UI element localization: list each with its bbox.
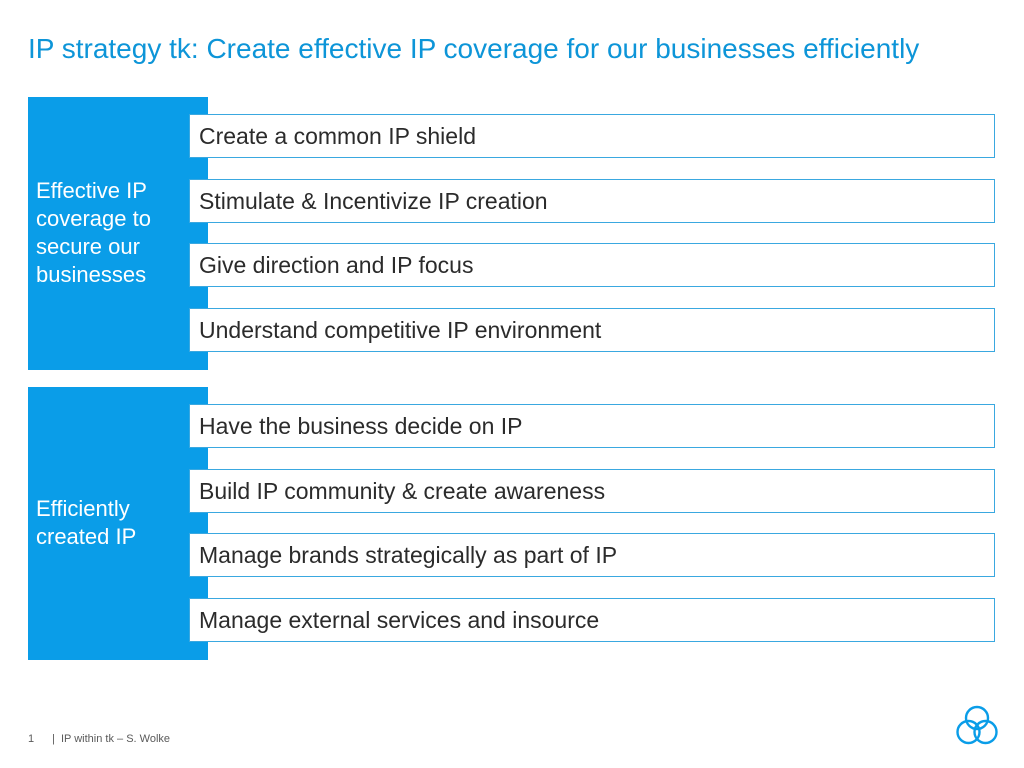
strategy-item: Give direction and IP focus (189, 243, 995, 287)
section-block-effective-coverage: Effective IP coverage to secure our busi… (28, 97, 208, 370)
strategy-item: Understand competitive IP environment (189, 308, 995, 352)
section-block-efficiently-created: Efficiently created IP (28, 387, 208, 660)
section-label: Effective IP coverage to secure our busi… (36, 178, 151, 287)
footer: 1 | IP within tk – S. Wolke (28, 731, 170, 747)
strategy-item: Build IP community & create awareness (189, 469, 995, 513)
section-label: Efficiently created IP (36, 496, 137, 549)
strategy-item: Create a common IP shield (189, 114, 995, 158)
page-number: 1 (28, 733, 35, 745)
strategy-item: Manage brands strategically as part of I… (189, 533, 995, 577)
footer-separator: | (52, 733, 55, 745)
footer-text: IP within tk – S. Wolke (60, 733, 171, 745)
thyssenkrupp-logo-icon (956, 705, 998, 745)
strategy-item: Manage external services and insource (189, 598, 995, 642)
strategy-item: Stimulate & Incentivize IP creation (189, 179, 995, 223)
page-title: IP strategy tk: Create effective IP cove… (28, 33, 920, 64)
strategy-item: Have the business decide on IP (189, 404, 995, 448)
